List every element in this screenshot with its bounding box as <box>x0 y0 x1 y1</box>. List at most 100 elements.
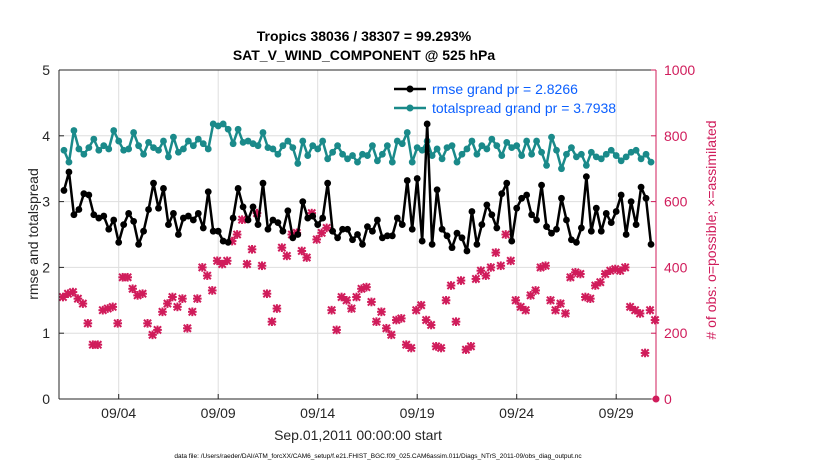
obs-assimilated-marker <box>481 271 491 280</box>
rmse-point <box>85 191 93 199</box>
rmse-point <box>105 225 113 233</box>
totalspread-point <box>294 160 302 167</box>
obs-assimilated-marker <box>138 289 147 299</box>
rmse-point <box>284 207 292 215</box>
obs-assimilated-marker <box>153 325 162 335</box>
totalspread-point <box>309 142 317 150</box>
rmse-point <box>289 234 297 242</box>
rmse-point <box>602 210 610 217</box>
rmse-point <box>398 221 406 229</box>
obs-assimilated-marker <box>640 348 650 358</box>
rmse-point <box>214 227 222 235</box>
rmse-point <box>264 225 272 233</box>
totalspread-point <box>274 150 282 158</box>
rmse-point <box>259 179 267 187</box>
totalspread-point <box>403 129 411 136</box>
totalspread-point <box>622 153 630 161</box>
obs-assimilated-marker <box>123 272 132 282</box>
rmse-point <box>483 201 491 209</box>
axes <box>58 69 657 400</box>
x-axis-label: Sep.01,2011 00:00:00 start <box>274 427 442 443</box>
totalspread-point <box>244 137 252 145</box>
totalspread-point <box>204 145 212 153</box>
rmse-point <box>145 206 152 213</box>
rmse-point <box>508 237 516 245</box>
totalspread-point <box>80 150 88 158</box>
rmse-point <box>120 221 128 229</box>
obs-assimilated-marker <box>377 307 386 317</box>
totalspread-point <box>513 142 521 150</box>
totalspread-point <box>548 133 555 141</box>
obs-assimilated-marker <box>242 259 252 269</box>
rmse-point <box>418 237 426 245</box>
totalspread-point <box>324 155 332 163</box>
obs-assimilated-marker <box>322 223 331 233</box>
totalspread-point <box>393 137 401 145</box>
obs-assimilated-marker <box>576 269 585 279</box>
totalspread-point <box>538 148 545 156</box>
totalspread-point <box>189 142 197 150</box>
rmse-point <box>234 185 242 192</box>
rmse-point <box>150 179 157 187</box>
totalspread-point <box>637 155 645 163</box>
totalspread-point <box>453 158 461 166</box>
obs-assimilated-marker <box>531 286 540 295</box>
obs-assimilated-marker <box>635 309 645 318</box>
totalspread-point <box>339 150 346 158</box>
totalspread-point <box>194 135 202 143</box>
totalspread-point <box>433 145 441 153</box>
rmse-point <box>339 225 346 233</box>
obs-assimilated-marker <box>277 243 287 252</box>
obs-assimilated-marker <box>491 248 501 257</box>
totalspread-point <box>259 129 267 136</box>
totalspread-point <box>60 146 68 154</box>
obs-assimilated-marker <box>78 299 88 308</box>
totalspread-point <box>304 152 312 159</box>
obs-assimilated-marker <box>247 244 257 254</box>
rmse-point <box>637 183 645 191</box>
obs-assimilated-marker <box>267 317 277 327</box>
rmse-point <box>632 221 640 229</box>
totalspread-point <box>90 135 98 143</box>
rmse-point <box>413 175 421 182</box>
totalspread-point <box>100 142 108 150</box>
obs-assimilated-marker <box>436 343 446 353</box>
rmse-point <box>329 227 337 235</box>
obs-assimilated-marker <box>526 291 535 300</box>
rmse-point <box>568 236 575 244</box>
obs-assimilated-marker <box>158 307 167 317</box>
totalspread-point <box>155 146 162 154</box>
rmse-point <box>75 206 83 213</box>
obs-assimilated-marker <box>396 314 406 323</box>
obs-assimilated-marker <box>342 295 351 305</box>
y-tick-label: 2 <box>42 259 50 275</box>
legend-marker-rmse <box>406 85 414 93</box>
totalspread-point <box>483 145 491 153</box>
data-file-note: data file: /Users/raeder/DAI/ATM_forcXX/… <box>174 453 582 460</box>
totalspread-point <box>428 152 436 159</box>
obs-assimilated-marker <box>511 295 521 305</box>
totalspread-point <box>573 153 580 161</box>
y-tick-label: 5 <box>42 62 50 78</box>
totalspread-point <box>568 144 575 152</box>
obs-assimilated-marker <box>188 307 197 317</box>
obs-assimilated-marker <box>501 230 511 239</box>
totalspread-point <box>115 137 123 145</box>
rmse-point <box>498 190 506 198</box>
totalspread-point <box>503 138 511 146</box>
obs-assimilated-marker <box>282 251 292 261</box>
totalspread-point <box>607 146 615 154</box>
totalspread-point <box>234 125 242 133</box>
totalspread-point <box>642 150 650 158</box>
totalspread-point <box>448 142 456 150</box>
rmse-point <box>617 191 625 199</box>
rmse-point <box>125 210 133 217</box>
obs-assimilated-marker <box>466 342 476 351</box>
rmse-point <box>647 240 655 248</box>
rmse-point <box>184 212 192 220</box>
series-layer <box>60 120 655 255</box>
totalspread-point <box>165 153 172 161</box>
obs-assimilated-marker <box>113 319 123 328</box>
obs-assimilated-marker <box>297 246 307 256</box>
